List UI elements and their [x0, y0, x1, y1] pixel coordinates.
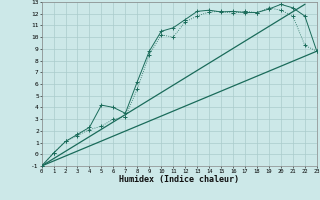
X-axis label: Humidex (Indice chaleur): Humidex (Indice chaleur)	[119, 175, 239, 184]
